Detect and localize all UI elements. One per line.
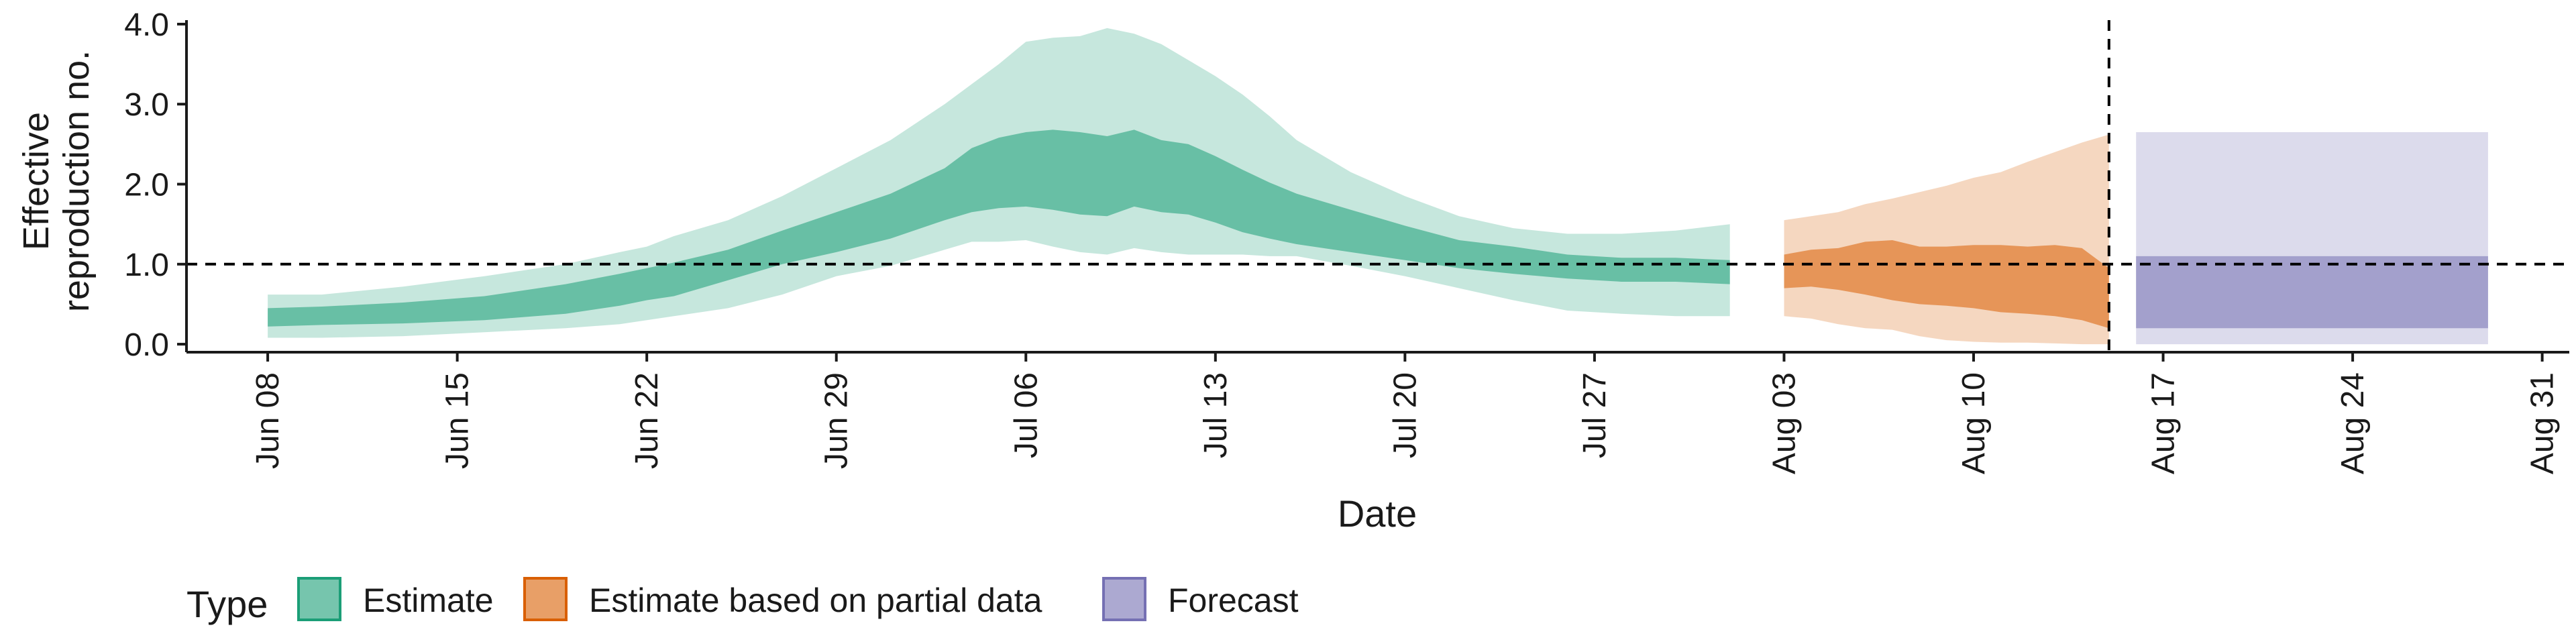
reference-lines bbox=[186, 20, 2569, 352]
x-tick-label: Jun 15 bbox=[440, 372, 476, 469]
legend-entries: Estimate Estimate based on partial data Fo… bbox=[297, 577, 1299, 621]
legend-label: Forecast bbox=[1168, 582, 1299, 619]
x-tick-label: Jun 29 bbox=[819, 372, 855, 469]
legend-title: Type bbox=[186, 583, 268, 625]
x-tick-label: Aug 17 bbox=[2146, 372, 2182, 474]
legend-swatch bbox=[297, 577, 341, 621]
x-tick-label: Aug 03 bbox=[1767, 372, 1803, 474]
axes bbox=[185, 20, 2569, 354]
x-tick-label: Aug 24 bbox=[2335, 372, 2371, 474]
legend-item-forecast: Forecast bbox=[1102, 577, 1299, 621]
x-tick-label: Jul 27 bbox=[1577, 372, 1613, 458]
y-ticks: 0.0 1.0 2.0 3.0 4.0 bbox=[124, 7, 186, 363]
x-tick-label: Jul 13 bbox=[1198, 372, 1234, 458]
y-axis-label-line-2: reproduction no. bbox=[56, 50, 97, 312]
y-axis-label-line-1: Effective bbox=[16, 112, 56, 250]
estimate-inner-band bbox=[268, 129, 1730, 327]
x-tick-label: Jul 06 bbox=[1008, 372, 1044, 458]
x-tick-label: Aug 31 bbox=[2525, 372, 2561, 474]
legend-label: Estimate bbox=[363, 582, 494, 619]
x-tick-label: Jul 20 bbox=[1387, 372, 1423, 458]
legend-swatch bbox=[1102, 577, 1146, 621]
x-tick-label: Jun 22 bbox=[629, 372, 665, 469]
estimate-based-on-partial-data-inner-band bbox=[1784, 240, 2109, 329]
x-tick-label: Jun 08 bbox=[250, 372, 286, 469]
y-tick-label: 3.0 bbox=[124, 87, 169, 123]
legend-swatch bbox=[523, 577, 568, 621]
y-tick-label: 0.0 bbox=[124, 327, 169, 363]
x-ticks: Jun 08 Jun 15 Jun 22 Jun 29 Jul 06 Jul 13 Jul … bbox=[250, 352, 2561, 474]
series-bands bbox=[268, 28, 2488, 345]
y-tick-label: 1.0 bbox=[124, 248, 169, 283]
legend-item-estimate-based-on-partial-data: Estimate based on partial data bbox=[523, 577, 1042, 621]
legend-label: Estimate based on partial data bbox=[589, 582, 1042, 619]
legend-item-estimate: Estimate bbox=[297, 577, 494, 621]
y-tick-label: 4.0 bbox=[124, 7, 169, 43]
forecast-inner-band bbox=[2136, 256, 2488, 329]
x-axis-label: Date bbox=[1338, 492, 1417, 535]
legend: Type Estimate Estimate based on partial d… bbox=[186, 577, 1299, 625]
x-tick-label: Aug 10 bbox=[1956, 372, 1992, 474]
y-tick-label: 2.0 bbox=[124, 168, 169, 203]
